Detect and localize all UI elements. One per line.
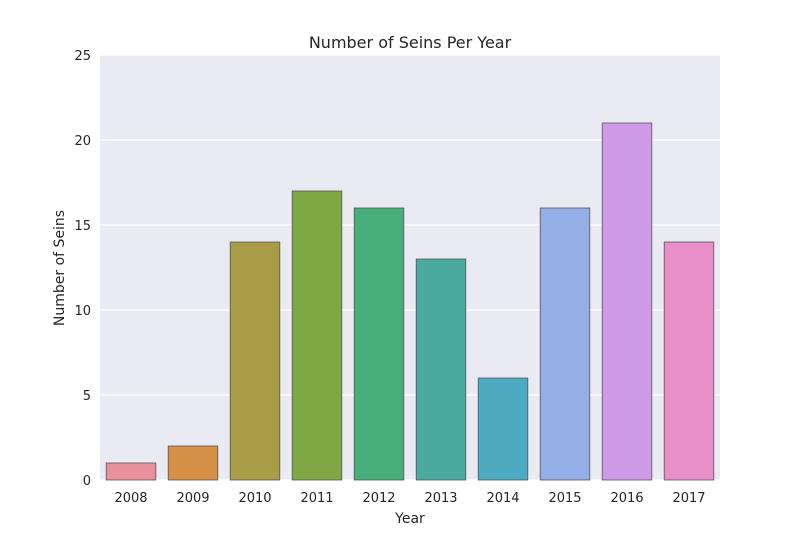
bar-2017 bbox=[663, 241, 715, 481]
y-tick-labels: 0 5 10 15 20 25 bbox=[74, 49, 91, 489]
y-tick-label: 15 bbox=[74, 219, 91, 234]
bar-2008 bbox=[105, 462, 157, 481]
x-tick-label: 2017 bbox=[672, 491, 705, 506]
bar-2009 bbox=[167, 445, 219, 481]
x-axis-label: Year bbox=[394, 511, 425, 527]
x-tick-label: 2008 bbox=[114, 491, 147, 506]
bar-2010 bbox=[229, 241, 281, 481]
bar-2013 bbox=[415, 258, 467, 481]
bar-2015 bbox=[539, 207, 591, 481]
x-tick-label: 2012 bbox=[362, 491, 395, 506]
y-tick-label: 10 bbox=[74, 304, 91, 319]
chart-title: Number of Seins Per Year bbox=[309, 33, 512, 52]
bars bbox=[105, 122, 715, 481]
x-tick-label: 2015 bbox=[548, 491, 581, 506]
x-tick-label: 2016 bbox=[610, 491, 643, 506]
y-tick-label: 0 bbox=[83, 474, 91, 489]
x-tick-label: 2011 bbox=[300, 491, 333, 506]
x-tick-label: 2010 bbox=[238, 491, 271, 506]
x-tick-labels: 2008 2009 2010 2011 2012 2013 2014 2015 2016 2017 bbox=[114, 491, 705, 506]
y-tick-label: 20 bbox=[74, 134, 91, 149]
bar-2011 bbox=[291, 190, 343, 481]
y-tick-label: 5 bbox=[83, 389, 91, 404]
x-tick-label: 2013 bbox=[424, 491, 457, 506]
bar-2016 bbox=[601, 122, 653, 481]
y-axis-label: Number of Seins bbox=[52, 210, 68, 326]
x-tick-label: 2014 bbox=[486, 491, 519, 506]
bar-2014 bbox=[477, 377, 529, 481]
bar-2012 bbox=[353, 207, 405, 481]
x-tick-label: 2009 bbox=[176, 491, 209, 506]
y-tick-label: 25 bbox=[74, 49, 91, 64]
